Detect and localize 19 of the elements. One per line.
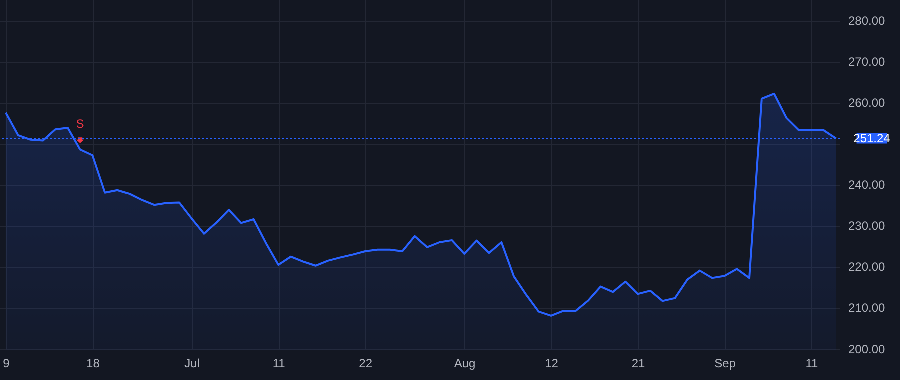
- x-tick-label: 22: [359, 356, 373, 370]
- x-tick-label: 18: [86, 356, 100, 370]
- y-tick-label: 210.00: [848, 301, 886, 316]
- x-tick-label: Aug: [454, 356, 476, 370]
- y-tick-label: 280.00: [848, 14, 886, 28]
- x-tick-label: Sep: [714, 356, 736, 370]
- x-tick-label: Jul: [184, 356, 200, 370]
- x-tick-label: 11: [272, 356, 286, 370]
- x-tick-label: 11: [806, 356, 819, 370]
- series-label: S: [76, 116, 84, 131]
- y-tick-label: 230.00: [848, 219, 886, 234]
- x-tick-label: 12: [545, 356, 559, 370]
- y-tick-label: 260.00: [848, 96, 886, 110]
- y-tick-label: 240.00: [848, 178, 886, 192]
- y-tick-label: 200.00: [848, 342, 886, 356]
- y-tick-label: 270.00: [848, 55, 886, 70]
- x-tick-label: 21: [632, 356, 646, 370]
- y-tick-label: 220.00: [848, 260, 886, 274]
- x-tick-label: 9: [3, 356, 10, 370]
